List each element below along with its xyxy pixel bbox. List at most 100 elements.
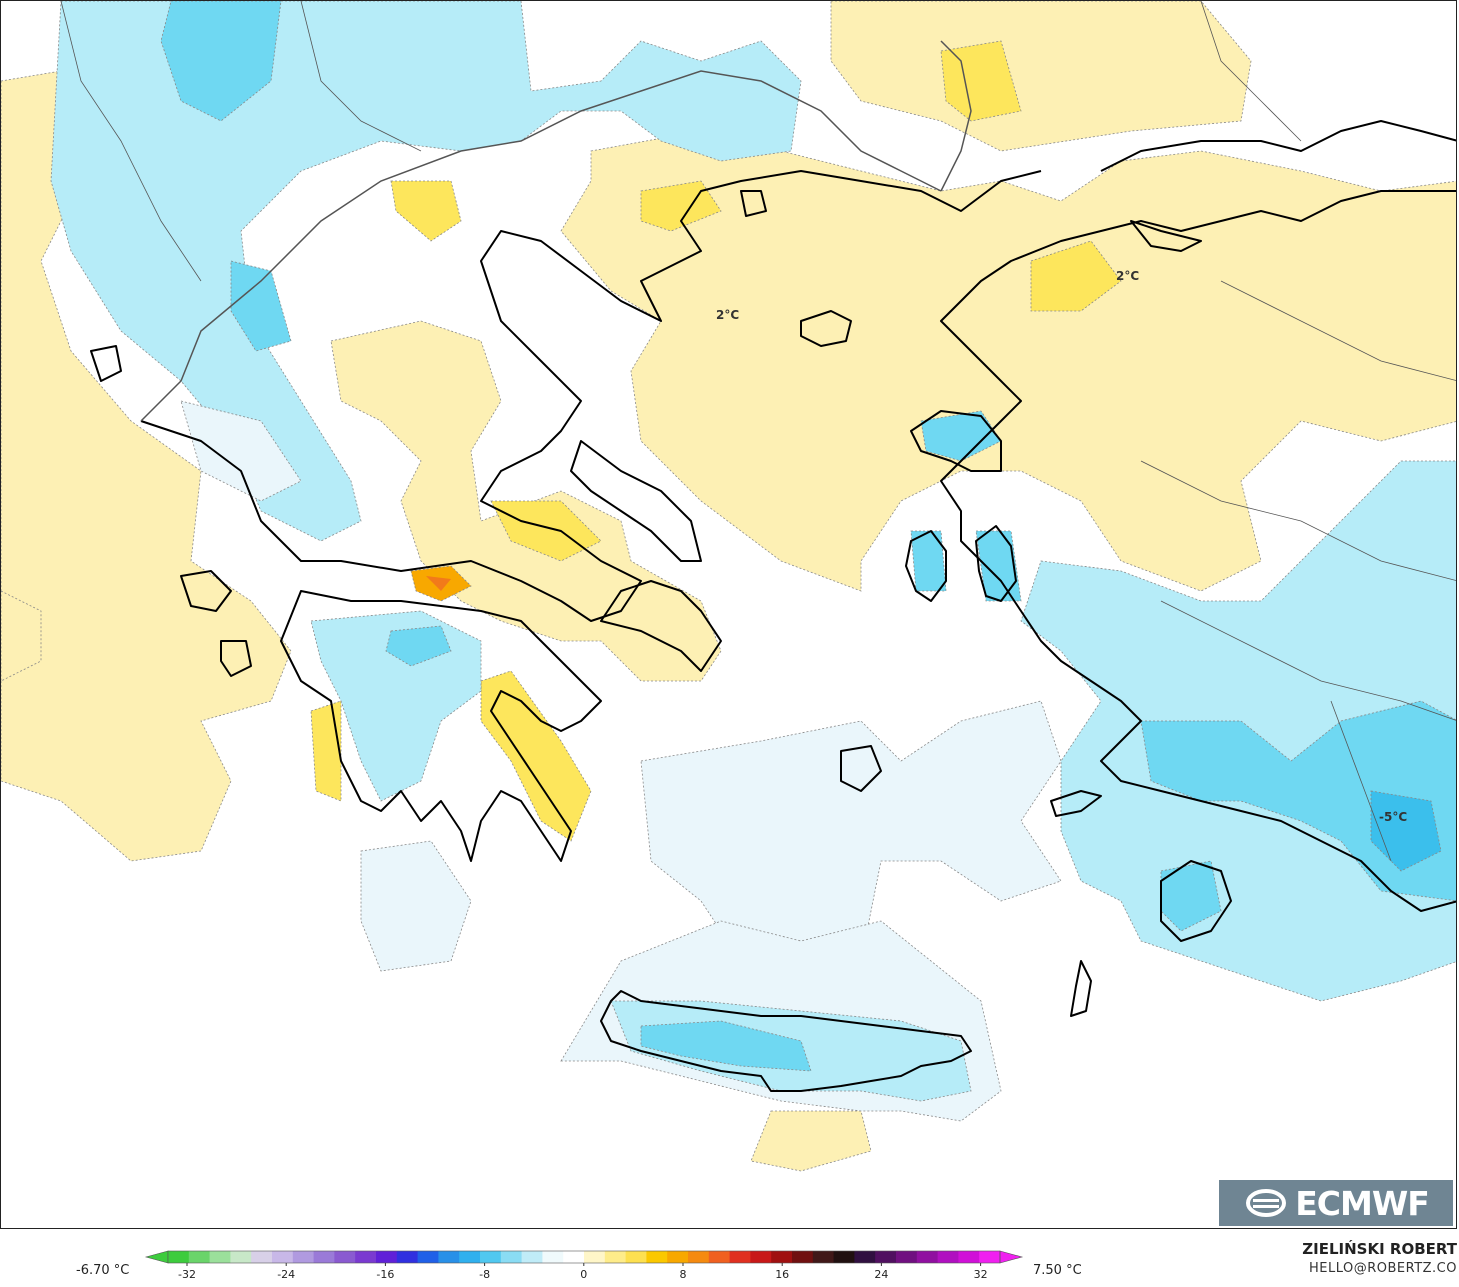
border-internal-2 xyxy=(300,1,422,152)
colorbar-swatch xyxy=(708,1251,731,1263)
coastlines xyxy=(90,120,1456,1092)
cold-mid-samos xyxy=(975,530,1022,602)
colorbar-swatch xyxy=(979,1251,1001,1263)
warm-area-ionian xyxy=(1,70,292,862)
colorbar-swatch xyxy=(459,1251,481,1263)
warm-strong-macedonia xyxy=(390,180,462,242)
cold-mid-peloponnese xyxy=(385,625,452,667)
colorbar-swatch xyxy=(396,1251,419,1263)
cold-mid-crete xyxy=(640,1020,812,1072)
border-greece-turkey xyxy=(940,40,972,192)
cold-pale-cyclades xyxy=(640,700,1062,982)
coastline-mainland-greece xyxy=(140,170,1042,622)
coastline-samos xyxy=(975,525,1017,602)
coastline-rhodes xyxy=(1160,860,1232,942)
colorbar-swatch xyxy=(376,1251,398,1263)
colorbar-swatch xyxy=(625,1251,647,1263)
border-greece-north xyxy=(140,70,942,422)
temperature-anomaly-map: 2°C 2°C -5°C ECMWF xyxy=(0,0,1457,1229)
colorbar-swatch xyxy=(916,1251,939,1263)
colorbar-swatch xyxy=(230,1251,252,1263)
author-email: HELLO@ROBERTZ.CO xyxy=(1308,1261,1457,1276)
coastline-lemnos xyxy=(800,310,852,347)
coastline-black-sea xyxy=(1100,120,1456,172)
colorbar-swatch xyxy=(521,1251,543,1263)
colorbar-swatch xyxy=(771,1251,793,1263)
colorbar-min-label: -6.70 °C xyxy=(76,1263,130,1278)
border-internal-turkey-3 xyxy=(1160,600,1456,721)
warm-strong-chalkidiki xyxy=(640,180,722,232)
border-internal-turkey-1 xyxy=(1220,280,1456,381)
cold-pale-south-aegean xyxy=(360,840,472,972)
cold-mid-anatolia xyxy=(1140,700,1456,902)
coastline-crete xyxy=(600,990,972,1092)
cold-mid-albania xyxy=(230,260,292,352)
colorbar-swatch xyxy=(875,1251,897,1263)
coastline-naxos xyxy=(840,745,882,792)
colorbar-swatch xyxy=(542,1251,564,1263)
colorbar-swatch xyxy=(168,1251,190,1263)
contour-label-anatolia: -5°C xyxy=(1379,810,1407,824)
coastline-corfu xyxy=(90,345,122,382)
colorbar-swatch xyxy=(604,1251,627,1263)
ecmwf-logo-icon xyxy=(1246,1189,1287,1217)
colorbar-swatch xyxy=(334,1251,356,1263)
colorbar-swatch xyxy=(209,1251,231,1263)
coastline-kefalonia xyxy=(180,570,232,612)
coastline-kos xyxy=(1050,790,1102,817)
colorbar-tick-label: 16 xyxy=(775,1268,789,1281)
colorbar-max-label: 7.50 °C xyxy=(1033,1263,1082,1278)
colorbar-swatch xyxy=(896,1251,918,1263)
cold-pale-epirus xyxy=(180,400,302,502)
colorbar-swatch xyxy=(251,1251,273,1263)
colorbar-swatch xyxy=(667,1251,689,1263)
border-internal-turkey-4 xyxy=(1330,700,1392,862)
author-name: ZIELIŃSKI ROBERT xyxy=(1302,1240,1457,1258)
warm-area-turkey-north xyxy=(830,1,1252,152)
coastline-marmara xyxy=(1130,220,1202,252)
colorbar-swatch xyxy=(438,1251,460,1263)
colorbar-swatch xyxy=(937,1251,959,1263)
colorbar-swatch xyxy=(563,1251,585,1263)
colorbar-swatch xyxy=(750,1251,772,1263)
warm-hottest-corinth xyxy=(426,576,451,591)
colorbar-swatch xyxy=(272,1251,294,1263)
colorbar-swatch xyxy=(500,1251,523,1263)
warm-area-east-peloponnese xyxy=(480,670,592,842)
warm-strong-gulf xyxy=(490,500,602,562)
warm-strong-black-sea xyxy=(1030,240,1122,312)
colorbar-tick-label: 24 xyxy=(874,1268,888,1281)
country-borders xyxy=(60,1,1456,862)
legend-bar: -6.70 °C -32 -24 -16 -8 0 8 16 24 32 7.50 °C ZIE… xyxy=(0,1230,1459,1287)
colorbar-swatch xyxy=(854,1251,876,1263)
colorbar-swatch xyxy=(688,1251,710,1263)
coastline-anatolia xyxy=(940,190,1456,912)
coastline-karpathos xyxy=(1070,960,1092,1017)
colorbar-tick-label: 8 xyxy=(680,1268,687,1281)
colorbar-tick-label: -24 xyxy=(277,1268,295,1281)
colorbar-tick-label: -16 xyxy=(376,1268,394,1281)
ecmwf-logo-text: ECMWF xyxy=(1295,1183,1430,1223)
contour-label-marmara: 2°C xyxy=(1116,269,1139,283)
colorbar-tick-label: 0 xyxy=(580,1268,587,1281)
colorbar-swatch xyxy=(958,1251,980,1263)
colorbar-swatch xyxy=(833,1251,855,1263)
colorbar-swatch xyxy=(188,1251,211,1263)
cold-strong-anatolia xyxy=(1370,790,1442,872)
coastline-thasos xyxy=(740,190,767,217)
ecmwf-logo: ECMWF xyxy=(1219,1180,1453,1226)
border-internal-turkey-2 xyxy=(1140,460,1456,581)
colorbar-tick-label: -8 xyxy=(479,1268,490,1281)
colorbar-ticks: -32 -24 -16 -8 0 8 16 24 32 xyxy=(178,1263,988,1281)
border-internal-1 xyxy=(60,1,202,282)
colorbar-swatch xyxy=(292,1251,315,1263)
colorbar-tick-label: 32 xyxy=(974,1268,988,1281)
colorbar-swatches xyxy=(144,1250,1024,1264)
warm-area-ionian-south xyxy=(1,590,42,682)
colorbar-arrow-max xyxy=(999,1250,1024,1264)
colorbar-swatch xyxy=(584,1251,606,1263)
coastline-zakynthos xyxy=(220,640,252,677)
colorbar-tick-label: -32 xyxy=(178,1268,196,1281)
cold-mid-chios xyxy=(910,530,947,592)
coastline-attica xyxy=(600,580,722,672)
